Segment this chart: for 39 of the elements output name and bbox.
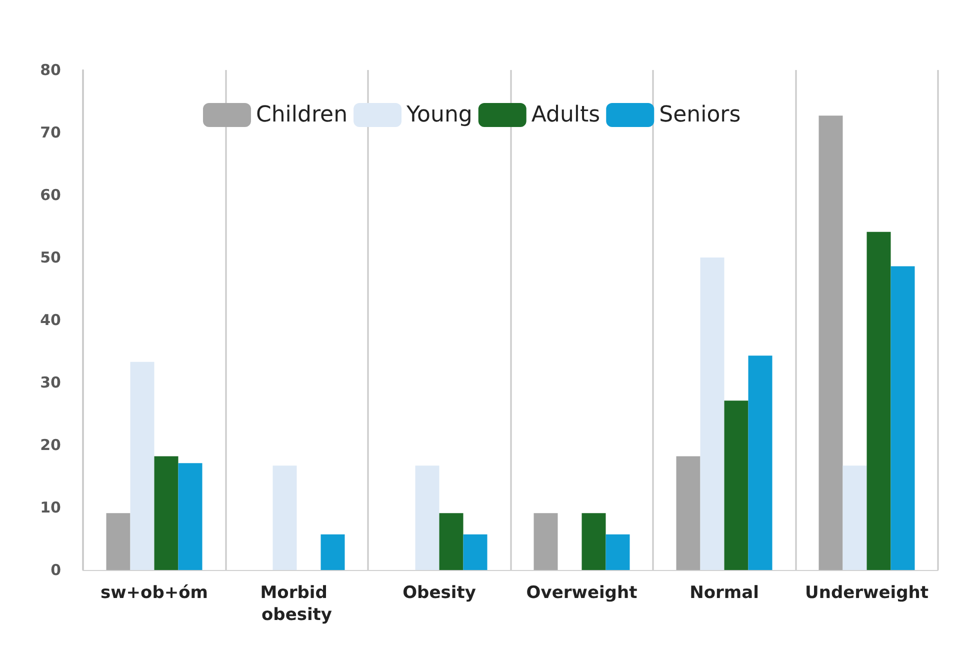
y-tick-label: 40 — [40, 311, 61, 329]
bar — [154, 456, 178, 570]
y-tick-label: 50 — [40, 248, 61, 266]
y-tick-label: 30 — [40, 374, 61, 392]
bar — [606, 534, 630, 570]
bar — [534, 513, 558, 570]
bar — [178, 463, 202, 570]
y-tick-label: 70 — [40, 124, 61, 142]
legend-label: Seniors — [659, 102, 741, 128]
bar — [106, 513, 130, 570]
bar — [842, 466, 867, 570]
bar — [748, 356, 772, 570]
legend-label: Adults — [531, 102, 600, 128]
bar — [320, 534, 345, 570]
y-tick-label: 60 — [40, 186, 61, 204]
bar — [724, 400, 748, 570]
bar — [463, 534, 488, 570]
bar — [700, 258, 724, 570]
x-tick-label: sw+ob+óm — [100, 583, 208, 603]
bar — [272, 466, 297, 570]
bar — [890, 266, 915, 570]
legend-label: Young — [406, 102, 472, 128]
x-tick-label: Overweight — [526, 583, 638, 603]
bar — [676, 456, 700, 570]
legend-label: Children — [256, 102, 348, 128]
x-tick-label: Normal — [690, 583, 759, 603]
x-tick-label: Morbid obesity — [260, 583, 334, 625]
bar — [818, 116, 843, 570]
bar — [439, 513, 464, 570]
x-tick-label: Obesity — [402, 583, 476, 603]
y-tick-label: 10 — [40, 498, 61, 516]
y-tick-label: 20 — [40, 436, 61, 454]
x-tick-label: Underweight — [805, 583, 928, 603]
bar — [415, 466, 440, 570]
y-tick-label: 80 — [40, 61, 61, 79]
y-tick-label: 0 — [50, 561, 61, 579]
bar — [582, 513, 606, 570]
bar — [866, 232, 891, 570]
bar — [130, 362, 154, 570]
